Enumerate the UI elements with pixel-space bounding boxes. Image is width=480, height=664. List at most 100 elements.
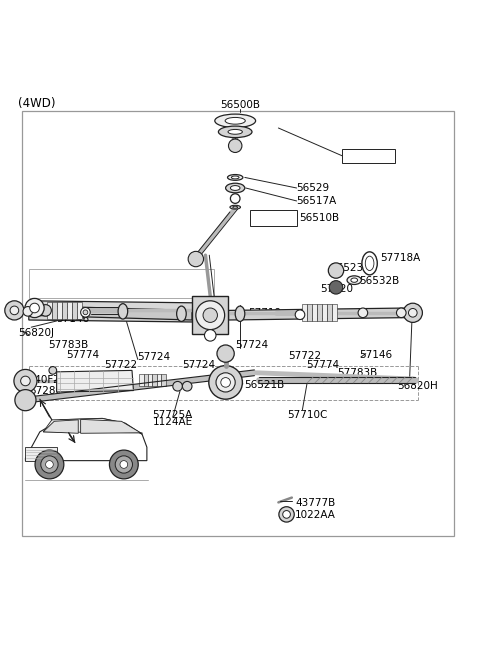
Ellipse shape [118, 303, 128, 319]
Bar [322, 304, 327, 321]
Circle shape [81, 307, 90, 317]
Text: 56820H: 56820H [397, 380, 438, 390]
Ellipse shape [362, 252, 377, 275]
Polygon shape [250, 210, 297, 226]
Bar [327, 304, 332, 321]
Text: 57724: 57724 [235, 341, 268, 351]
Text: 57783B: 57783B [48, 341, 88, 351]
Text: 57722: 57722 [288, 351, 321, 361]
Text: 57710C: 57710C [287, 410, 327, 420]
Circle shape [35, 450, 64, 479]
Ellipse shape [215, 114, 255, 127]
Ellipse shape [351, 278, 358, 282]
Circle shape [109, 450, 138, 479]
Bar [161, 374, 166, 386]
Text: 57774: 57774 [306, 360, 339, 370]
Polygon shape [29, 269, 214, 298]
Bar [25, 447, 57, 461]
Polygon shape [81, 420, 141, 434]
Circle shape [46, 461, 53, 468]
Polygon shape [43, 420, 78, 434]
Text: 57722: 57722 [105, 360, 138, 370]
Polygon shape [228, 308, 408, 320]
Text: 56510B: 56510B [299, 212, 339, 222]
Text: 57724: 57724 [182, 360, 216, 370]
Text: 57783B: 57783B [337, 368, 378, 378]
Circle shape [221, 378, 230, 387]
Circle shape [115, 456, 132, 473]
Bar [62, 301, 67, 319]
Circle shape [203, 308, 217, 323]
Bar [139, 374, 144, 386]
Text: 43777B: 43777B [295, 499, 336, 509]
Circle shape [408, 309, 417, 317]
Bar [342, 149, 395, 163]
Circle shape [216, 373, 235, 392]
Circle shape [403, 303, 422, 323]
Text: (4WD): (4WD) [18, 98, 56, 110]
Text: 56820J: 56820J [18, 328, 54, 338]
Ellipse shape [225, 118, 245, 124]
Bar [57, 301, 62, 319]
Bar [144, 374, 148, 386]
Circle shape [283, 511, 290, 518]
Text: 1124AE: 1124AE [153, 417, 193, 427]
Text: 57718A: 57718A [380, 252, 420, 262]
Text: 1140FZ: 1140FZ [22, 375, 61, 385]
Bar [332, 304, 337, 321]
Bar [148, 374, 152, 386]
Text: 57725A: 57725A [153, 410, 193, 420]
Circle shape [41, 456, 58, 473]
Circle shape [230, 194, 240, 203]
Text: 57724: 57724 [137, 353, 170, 363]
Polygon shape [57, 371, 133, 392]
Text: 56521B: 56521B [244, 380, 284, 390]
Circle shape [14, 369, 37, 392]
Ellipse shape [218, 126, 252, 137]
Bar [192, 296, 228, 335]
Circle shape [396, 308, 406, 317]
Polygon shape [25, 418, 147, 461]
Circle shape [329, 281, 343, 294]
Ellipse shape [226, 183, 245, 193]
Text: 57720: 57720 [321, 284, 354, 294]
Circle shape [23, 307, 33, 316]
Text: 57146: 57146 [57, 313, 90, 323]
Circle shape [40, 305, 51, 316]
Circle shape [196, 301, 225, 329]
Bar [77, 301, 82, 319]
Circle shape [10, 306, 19, 315]
Bar [47, 301, 52, 319]
Bar [302, 304, 307, 321]
Ellipse shape [228, 175, 243, 181]
Ellipse shape [235, 306, 245, 321]
Ellipse shape [231, 176, 239, 179]
Bar [153, 374, 157, 386]
Text: 56523: 56523 [330, 263, 363, 273]
Text: 57774: 57774 [66, 350, 99, 360]
Bar [22, 111, 454, 536]
Text: 56529: 56529 [297, 183, 330, 193]
Polygon shape [26, 305, 192, 320]
Text: 56516A: 56516A [345, 151, 385, 161]
Circle shape [295, 310, 305, 319]
Circle shape [120, 461, 128, 468]
Circle shape [25, 298, 44, 317]
Ellipse shape [233, 207, 238, 208]
Bar [52, 301, 57, 319]
Text: 56500B: 56500B [220, 100, 260, 110]
Circle shape [83, 310, 88, 315]
Bar [157, 374, 161, 386]
Bar [67, 301, 72, 319]
Circle shape [204, 329, 216, 341]
Ellipse shape [230, 205, 240, 209]
Ellipse shape [365, 256, 374, 270]
Circle shape [217, 345, 234, 363]
Circle shape [358, 308, 368, 317]
Circle shape [49, 367, 57, 374]
Circle shape [21, 376, 30, 386]
Circle shape [188, 252, 204, 267]
Text: 56532B: 56532B [359, 276, 399, 286]
Circle shape [209, 366, 242, 399]
Text: 57146: 57146 [359, 350, 392, 360]
